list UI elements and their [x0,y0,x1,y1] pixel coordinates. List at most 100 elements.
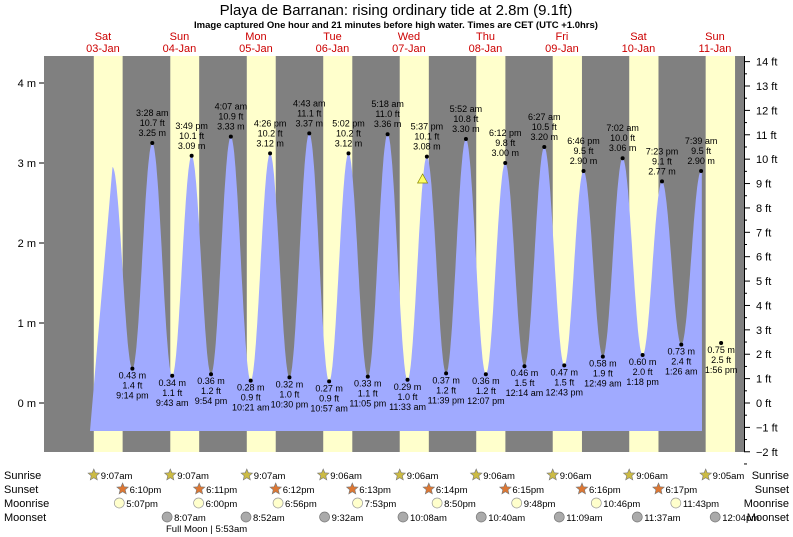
sunrise-time: 9:06am [560,471,592,482]
low-time: 11:39 pm [428,395,465,405]
day-date: 09-Jan [545,43,579,55]
right-tick-label: 2 ft [756,349,771,361]
low-ft: 0.9 ft [241,393,262,403]
moonrise-time: 10:46pm [603,499,640,510]
high-m: 2.77 m [648,166,676,176]
sunrise-time: 9:06am [483,471,515,482]
sunset-time: 6:13pm [359,485,391,496]
right-tick-label: 10 ft [756,154,777,166]
moonset-row-label-left: Moonset [4,512,46,524]
tide-low-point [248,378,253,383]
moonrise-row-label-left: Moonrise [4,498,49,510]
high-ft: 10.1 ft [179,131,205,141]
low-ft: 1.9 ft [593,369,614,379]
moonrise-time: 7:53pm [365,499,397,510]
moonset-icon [631,511,643,523]
low-ft: 1.0 ft [279,389,300,399]
sunset-time: 6:15pm [512,485,544,496]
high-time: 5:52 am [450,104,483,114]
day-name: Sun [170,31,190,43]
tide-low-point [679,342,684,347]
sunset-row-label-right: Sunset [755,484,789,496]
moonset-icon [709,511,721,523]
high-ft: 10.1 ft [414,132,440,142]
high-ft: 9.1 ft [652,156,673,166]
left-tick-label: 3 m [18,158,36,170]
low-time: 9:14 pm [116,391,149,401]
high-ft: 10.9 ft [218,112,244,122]
low-m: 0.36 m [472,376,500,386]
tide-low-point [287,375,292,380]
right-tick-label: 1 ft [756,374,771,386]
low-m: 0.36 m [197,376,225,386]
moonrise-icon [193,497,204,509]
moonrise-time: 6:00pm [206,499,238,510]
tide-low-point [170,373,175,378]
chart-subtitle: Image captured One hour and 21 minutes b… [194,20,598,31]
high-time: 7:02 am [606,123,639,133]
right-tick-label: 14 ft [756,57,777,69]
low-time: 1:18 pm [626,377,659,387]
tide-high-point [150,141,155,145]
high-time: 4:26 pm [254,118,287,128]
sunset-icon [652,482,665,495]
right-tick-label: 7 ft [756,227,771,239]
sunrise-icon [240,468,254,481]
tide-low-point [130,366,135,371]
right-tick-label: 6 ft [756,252,771,264]
high-ft: 10.7 ft [140,118,166,128]
sunset-icon [422,482,436,495]
tide-low-point [562,363,567,368]
low-ft: 2.0 ft [633,367,654,377]
high-time: 6:12 pm [489,128,522,138]
low-m: 0.28 m [237,383,265,393]
current-tide-marker [416,173,429,184]
day-name: Sat [95,31,112,43]
sunset-icon [498,482,512,495]
low-m: 0.34 m [158,378,186,388]
right-tick-label: 8 ft [756,203,771,215]
moonset-time: 9:32am [332,513,364,524]
sunrise-row-label-left: Sunrise [4,470,41,482]
tide-high-point [385,132,390,137]
low-time: 9:54 pm [195,396,228,406]
sunset-icon [192,482,206,495]
high-ft: 9.5 ft [691,146,712,156]
high-ft: 10.2 ft [336,128,362,138]
moonrise-icon [113,497,125,509]
high-time: 5:37 pm [411,122,444,132]
day-date: 06-Jan [316,43,350,55]
low-ft: 1.0 ft [398,392,419,402]
high-m: 2.90 m [687,156,715,166]
sunrise-icon [163,468,177,481]
left-tick-label: 4 m [18,78,36,90]
high-ft: 10.8 ft [453,114,479,124]
left-tick-label: 1 m [18,318,36,330]
day-date: 05-Jan [239,43,273,55]
low-ft: 1.1 ft [358,389,379,399]
high-m: 2.90 m [570,156,598,166]
moonset-icon [240,511,252,523]
sunrise-icon [622,468,636,481]
moonset-icon [161,511,173,523]
high-time: 5:18 am [371,99,404,109]
high-m: 3.00 m [491,148,519,158]
day-name: Wed [398,31,420,43]
high-m: 3.08 m [413,142,441,152]
low-ft: 1.4 ft [122,381,143,391]
high-m: 3.37 m [296,118,324,128]
day-date: 03-Jan [86,43,120,55]
sunrise-icon [316,468,330,481]
tide-low-point [719,341,724,345]
sunrise-time: 9:06am [636,471,668,482]
low-time: 10:30 pm [271,399,309,409]
low-ft: 2.5 ft [711,355,732,365]
sunset-time: 6:12pm [283,485,315,496]
moonrise-icon [511,497,523,509]
high-m: 3.30 m [452,124,480,134]
low-time: 12:07 pm [467,396,505,406]
low-time: 12:43 pm [545,387,583,397]
high-m: 3.20 m [531,132,559,142]
